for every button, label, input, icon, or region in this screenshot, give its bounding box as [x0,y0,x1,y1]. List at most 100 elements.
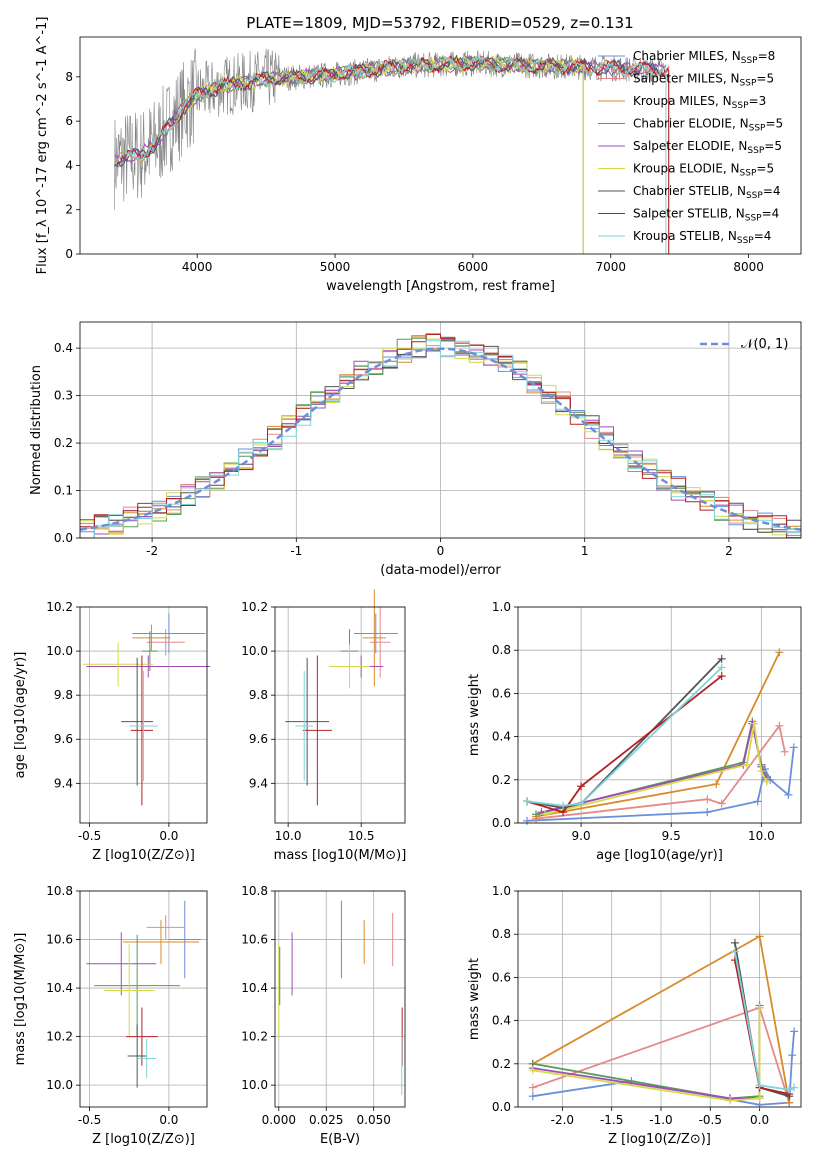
panel-age_vs_Z: -0.5 0.0 9.4 9.6 9.8 10.0 10.2 Z [log10(Z/Z⊙)] a… [13,600,211,863]
plot-area [285,589,398,806]
y-tick-label: 0.6 [492,970,511,984]
y-tick-label: 10.4 [241,981,268,995]
y-tick-label: 8 [65,70,73,84]
model-line-chabrier-miles [114,56,667,168]
y-tick-label: 0.6 [492,686,511,700]
x-tick-label: 0 [437,544,445,558]
x-tick-label: -1.5 [600,1113,623,1127]
y-tick-label: 0.0 [492,1100,511,1114]
x-tick-label: -0.5 [699,1113,722,1127]
y-tick-label: 6 [65,114,73,128]
x-tick-label: -2.0 [551,1113,574,1127]
x-axis-label: wavelength [Angstrom, rest frame] [326,279,555,294]
y-tick-label: 10.0 [46,1078,73,1092]
y-tick-label: 9.4 [249,776,268,790]
legend-subscript: SSP [746,191,763,201]
plot-area [523,648,798,825]
legend-subscript: SSP [747,146,764,156]
y-tick-label: 0.2 [54,436,73,450]
plot-area [114,48,670,254]
y-tick-label: 1.0 [492,600,511,614]
y-tick-label: 10.0 [241,644,268,658]
axes-frame [517,606,802,824]
x-axis-label: Z [log10(Z/Z⊙)] [92,1132,195,1147]
legend-label: Kroupa MILES, NSSP=3 [633,94,766,111]
x-axis-label: (data-model)/error [380,563,501,578]
y-axis-label: Flux [f_λ 10^-17 erg cm^-2 s^-1 A^-1] [35,17,50,275]
axes-frame [274,606,406,824]
legend-label: Chabrier MILES, NSSP=8 [633,49,775,66]
x-tick-label: 6000 [458,260,489,274]
x-tick-label: 10.0 [275,829,302,843]
axes-frame [79,890,208,1108]
y-tick-label: 10.2 [46,600,73,614]
panel-mass_weight_vs_Z: -2.0 -1.5 -1.0 -0.5 0.0 0.0 0.2 0.4 0.6 0.8 1.0 Z [… [467,884,802,1147]
y-tick-label: 10.2 [241,600,268,614]
y-tick-label: 0.4 [492,1014,511,1028]
y-tick-label: 9.8 [54,688,73,702]
panel-age_vs_mass: 10.0 10.5 9.4 9.6 9.8 10.0 10.2 mass [log10(M/M… [241,589,406,863]
x-tick-label: 0.0 [750,1113,769,1127]
y-tick-label: 10.2 [241,1030,268,1044]
legend-subscript: SSP [732,101,749,111]
x-tick-label: 7000 [595,260,626,274]
y-tick-label: 9.6 [249,732,268,746]
plot-area [80,333,801,538]
weight-line-kroupa-stelib [734,951,795,1091]
legend-label: Kroupa STELIB, NSSP=4 [633,229,771,246]
x-tick-label: -1 [290,544,302,558]
y-tick-label: 2 [65,203,73,217]
weight-line-kroupa-stelib [526,666,723,807]
y-axis-label: mass [log10(M/M⊙)] [13,933,28,1066]
y-tick-label: 0 [65,247,73,261]
axes-frame [79,606,208,824]
x-tick-label: 0.025 [309,1113,343,1127]
panel-mass_weight_vs_age: 9.0 9.5 10.0 0.0 0.2 0.4 0.6 0.8 1.0 age [log10(a… [467,600,802,863]
legend-label: Kroupa ELODIE, NSSP=5 [633,162,774,179]
plot-area [86,900,201,1088]
legend-value: =5 [756,162,774,176]
plot-area [278,900,403,1095]
y-tick-label: 0.2 [492,773,511,787]
x-tick-label: 0.050 [357,1113,391,1127]
y-axis-label: mass weight [467,674,482,756]
data-spectrum-line [114,48,667,210]
legend-value: =5 [764,139,782,153]
x-axis-label: age [log10(age/yr)] [596,848,723,863]
legend-label: Salpeter STELIB, NSSP=4 [633,207,779,224]
plot-area [83,613,211,806]
legend-subscript: SSP [745,214,762,224]
y-axis-label: age [log10(age/yr)] [13,652,28,779]
legend-label: 𝒩(0, 1) [741,337,788,352]
legend-subscript: SSP [740,169,757,179]
legend-value: =8 [758,49,776,63]
weight-line-salpeter-stelib [526,675,723,814]
legend-value: =3 [749,94,767,108]
legend-value: =5 [756,72,774,86]
y-tick-label: 10.6 [241,933,268,947]
y-tick-label: 4 [65,158,73,172]
panel-mass_vs_Z: -0.5 0.0 10.0 10.2 10.4 10.6 10.8 Z [log10(Z/Z⊙… [13,884,208,1147]
weight-line-kroupa-miles [535,652,781,818]
y-tick-label: 0.2 [492,1057,511,1071]
x-tick-label: 10.5 [348,829,375,843]
y-tick-label: 0.0 [54,531,73,545]
figure-title: PLATE=1809, MJD=53792, FIBERID=0529, z=0… [246,14,633,32]
legend-value: =4 [754,229,772,243]
axes-frame [79,36,802,255]
x-tick-label: 5000 [320,260,351,274]
axes-frame [79,321,802,539]
panel-mass_vs_EBV: 0.000 0.025 0.050 10.0 10.2 10.4 10.6 10.8 E(B-V… [241,884,406,1147]
x-tick-label: -1.0 [649,1113,672,1127]
y-axis-label: mass weight [467,958,482,1040]
x-axis-label: E(B-V) [320,1132,360,1147]
legend-value: =4 [762,207,780,221]
legend-label: Chabrier STELIB, NSSP=4 [633,184,781,201]
model-line-kroupa-miles [114,54,667,165]
plot-area [528,932,799,1109]
x-tick-label: 9.0 [572,829,591,843]
x-tick-label: 2 [725,544,733,558]
x-tick-label: 0.0 [159,1113,178,1127]
y-tick-label: 0.8 [492,643,511,657]
